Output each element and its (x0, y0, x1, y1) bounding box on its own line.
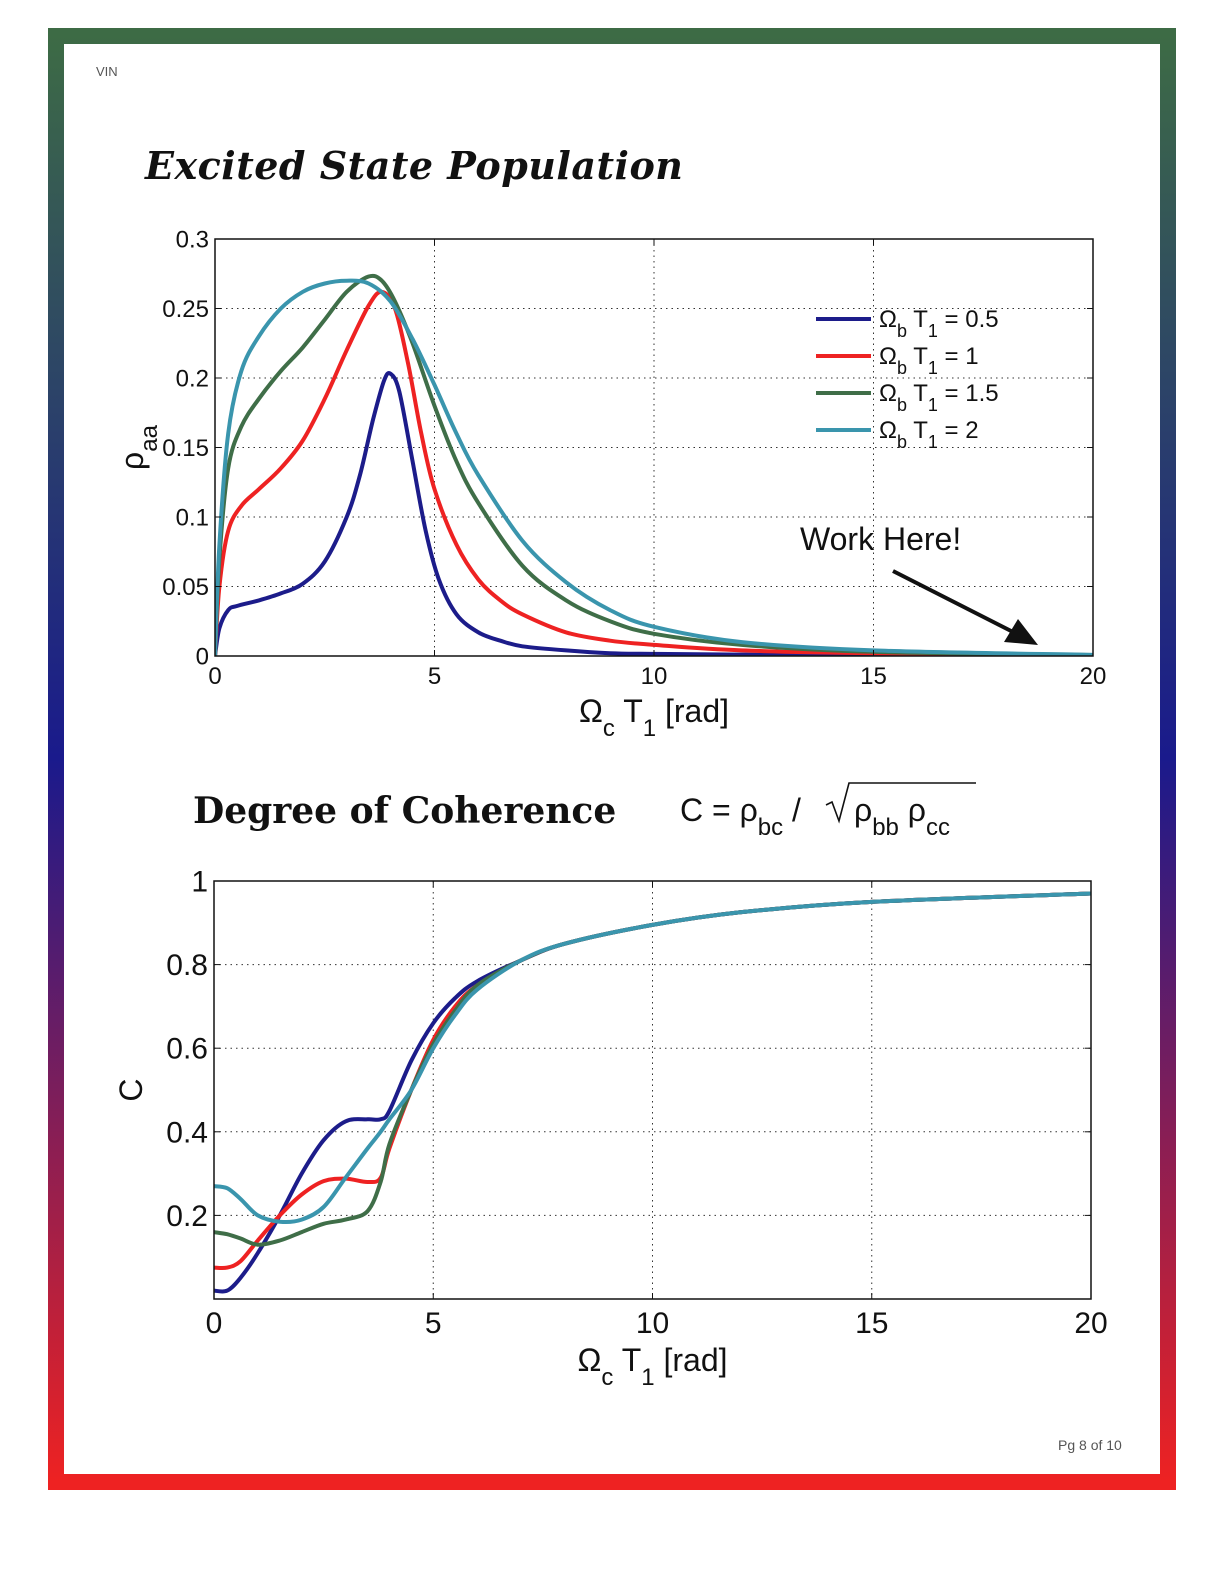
y-tick-label: 0.15 (162, 435, 209, 462)
excited-state-chart: 0 5 10 15 20 0 0.05 0.1 0.15 0.2 0.25 0.3 Ωc T1 [rad… (114, 226, 1107, 742)
x-tick-label: 20 (1074, 1307, 1107, 1340)
y-tick-label: 0.2 (176, 365, 209, 392)
x-axis-label: Ωc T1 [rad] (577, 1342, 727, 1391)
x-tick-label: 5 (425, 1307, 442, 1340)
legend-label-0: Ωb T1 = 0.5 (879, 306, 999, 341)
y-tick-label: 0.1 (176, 504, 209, 531)
y-tick-label: 0 (196, 643, 209, 670)
series-line-1 (215, 289, 1093, 656)
y-tick-label: 0.6 (166, 1033, 208, 1066)
page-frame (48, 28, 1176, 1490)
y-tick-label: 0.3 (176, 226, 209, 253)
formula-left: C = ρbc / (680, 792, 801, 841)
y-tick-label: 0.4 (166, 1116, 208, 1149)
x-axis-label: Ωc T1 [rad] (579, 693, 729, 742)
coherence-chart: 0 5 10 15 20 0.2 0.4 0.6 0.8 1 Ωc T1 [rad] C (113, 866, 1108, 1391)
x-tick-label: 0 (208, 663, 221, 690)
y-tick-label: 0.8 (166, 949, 208, 982)
y-axis-label: C (113, 1078, 149, 1101)
x-tick-label: 0 (206, 1307, 223, 1340)
coherence-formula: C = ρbc / ρbb ρcc (680, 782, 976, 841)
x-tick-label: 10 (636, 1307, 669, 1340)
x-tick-label: 20 (1080, 663, 1107, 690)
annotation-arrow-shaft (892, 569, 1016, 635)
y-tick-label: 0.2 (166, 1200, 208, 1233)
annotation-work-here: Work Here! (800, 521, 961, 557)
series-line-0 (215, 371, 1093, 656)
y-tick-label: 0.05 (162, 574, 209, 601)
plot-area (215, 239, 1093, 656)
page-number: Pg 8 of 10 (1058, 1437, 1122, 1453)
y-tick-label: 1 (191, 866, 208, 899)
x-tick-label: 5 (428, 663, 441, 690)
x-tick-label: 10 (641, 663, 668, 690)
gradient-border (48, 28, 1176, 1490)
chart1-title: Excited State Population (145, 143, 684, 188)
y-axis-label: ρaa (114, 424, 163, 470)
chart2-title: Degree of Coherence (193, 790, 617, 832)
annotation-arrow-head (1004, 619, 1038, 645)
x-tick-label: 15 (855, 1307, 888, 1340)
header-tag: VIN (96, 64, 118, 79)
legend-label-2: Ωb T1 = 1.5 (879, 380, 999, 415)
series-line-3 (214, 891, 1091, 1225)
y-tick-label: 0.25 (162, 296, 209, 323)
series-line-3 (215, 278, 1093, 656)
legend-label-1: Ωb T1 = 1 (879, 343, 979, 378)
legend-label-3: Ωb T1 = 2 (879, 417, 979, 452)
formula-radicand: ρbb ρcc (854, 792, 950, 841)
x-tick-label: 15 (860, 663, 887, 690)
formula-sqrt-sign (825, 782, 976, 824)
